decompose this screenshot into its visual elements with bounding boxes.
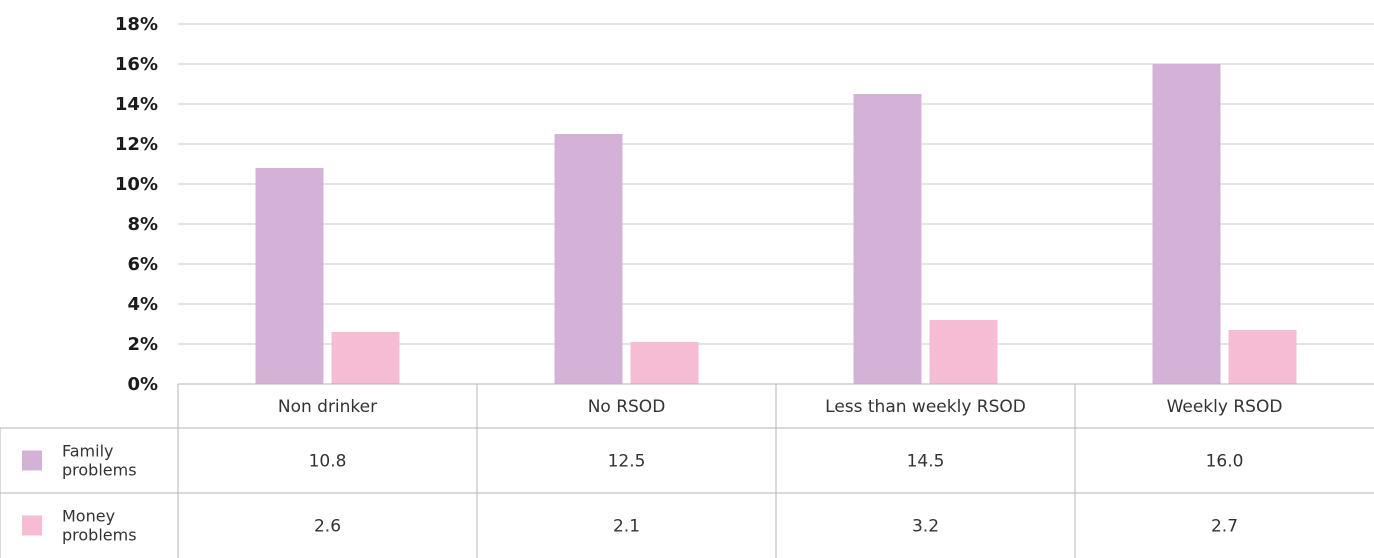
y-tick-label: 0% (127, 374, 158, 395)
category-label: Non drinker (278, 397, 377, 417)
bar-money-problems (1228, 330, 1297, 384)
data-label: 14.5 (907, 452, 945, 472)
series-label-line: problems (62, 461, 137, 480)
series-label: Family problems (62, 442, 137, 480)
series-label-line: Money (62, 507, 115, 526)
category-label: Less than weekly RSOD (825, 397, 1026, 417)
data-label: 12.5 (608, 452, 646, 472)
bar-money-problems (630, 342, 699, 384)
category-label: No RSOD (588, 397, 666, 417)
series-label: Money problems (62, 507, 137, 545)
bar-family-problems (1152, 64, 1221, 384)
bar-family-problems (255, 168, 324, 384)
series-label-line: Family (62, 442, 113, 461)
y-tick-label: 14% (115, 94, 158, 115)
legend-swatch (22, 515, 42, 536)
bar-money-problems (331, 332, 400, 384)
bar-money-problems (929, 320, 998, 384)
gridlines (178, 23, 1374, 345)
y-tick-label: 12% (115, 134, 158, 155)
data-label: 2.7 (1211, 517, 1238, 537)
legend-swatch (22, 450, 42, 471)
y-tick-label: 4% (127, 294, 158, 315)
data-label: 3.2 (912, 517, 939, 537)
bar-family-problems (853, 94, 922, 384)
data-label: 10.8 (309, 452, 347, 472)
y-tick-label: 6% (127, 254, 158, 275)
y-tick-label: 8% (127, 214, 158, 235)
y-tick-label: 2% (127, 334, 158, 355)
y-axis: 0% 2% 4% 6% 8% 10% 12% 14% 16% 18% (115, 14, 158, 395)
y-tick-label: 10% (115, 174, 158, 195)
data-label: 2.6 (314, 517, 341, 537)
y-tick-label: 18% (115, 14, 158, 35)
series-label-line: problems (62, 526, 137, 545)
bar-family-problems (554, 134, 623, 384)
bars (255, 64, 1297, 384)
y-tick-label: 16% (115, 54, 158, 75)
data-table: Non drinker No RSOD Less than weekly RSOD W… (0, 383, 1374, 558)
data-label: 16.0 (1206, 452, 1244, 472)
data-label: 2.1 (613, 517, 640, 537)
category-label: Weekly RSOD (1167, 397, 1283, 417)
